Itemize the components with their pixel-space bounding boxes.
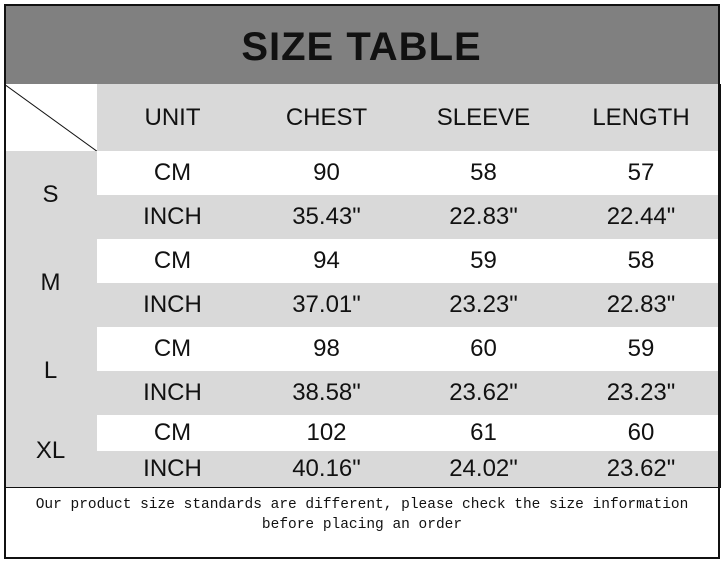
table-cell: 37.01" <box>248 283 406 328</box>
table-cell: CM <box>97 415 249 452</box>
table-cell: 102 <box>248 415 406 452</box>
size-label: S <box>4 151 98 240</box>
size-label: XL <box>4 415 98 488</box>
table-cell: 60 <box>562 415 721 452</box>
column-header: UNIT <box>97 84 249 152</box>
table-cell: 59 <box>562 327 721 372</box>
table-cell: 23.23" <box>562 371 721 416</box>
table-cell: 23.62" <box>562 451 721 488</box>
table-cell: 58 <box>562 239 721 284</box>
table-cell: 90 <box>248 151 406 196</box>
table-cell: 40.16" <box>248 451 406 488</box>
table-cell: CM <box>97 327 249 372</box>
column-header: CHEST <box>248 84 406 152</box>
table-cell: CM <box>97 239 249 284</box>
table-cell: CM <box>97 151 249 196</box>
column-header: SLEEVE <box>405 84 563 152</box>
table-cell: 98 <box>248 327 406 372</box>
table-cell: 24.02" <box>405 451 563 488</box>
table-cell: 22.44" <box>562 195 721 240</box>
table-cell: INCH <box>97 195 249 240</box>
table-cell: 59 <box>405 239 563 284</box>
table-cell: 57 <box>562 151 721 196</box>
table-cell: 38.58" <box>248 371 406 416</box>
table-cell: 60 <box>405 327 563 372</box>
size-note: Our product size standards are different… <box>35 497 689 533</box>
table-cell: 35.43" <box>248 195 406 240</box>
table-cell: INCH <box>97 451 249 488</box>
table-cell: INCH <box>97 371 249 416</box>
table-cell: 23.62" <box>405 371 563 416</box>
diagonal-corner-cell <box>4 84 98 152</box>
table-cell: 23.23" <box>405 283 563 328</box>
table-cell: 61 <box>405 415 563 452</box>
table-cell: 22.83" <box>562 283 721 328</box>
page-title: SIZE TABLE <box>4 4 720 85</box>
column-header: LENGTH <box>562 84 721 152</box>
size-label: L <box>4 327 98 416</box>
size-label: M <box>4 239 98 328</box>
table-cell: 58 <box>405 151 563 196</box>
table-cell: 22.83" <box>405 195 563 240</box>
table-cell: INCH <box>97 283 249 328</box>
table-cell: 94 <box>248 239 406 284</box>
